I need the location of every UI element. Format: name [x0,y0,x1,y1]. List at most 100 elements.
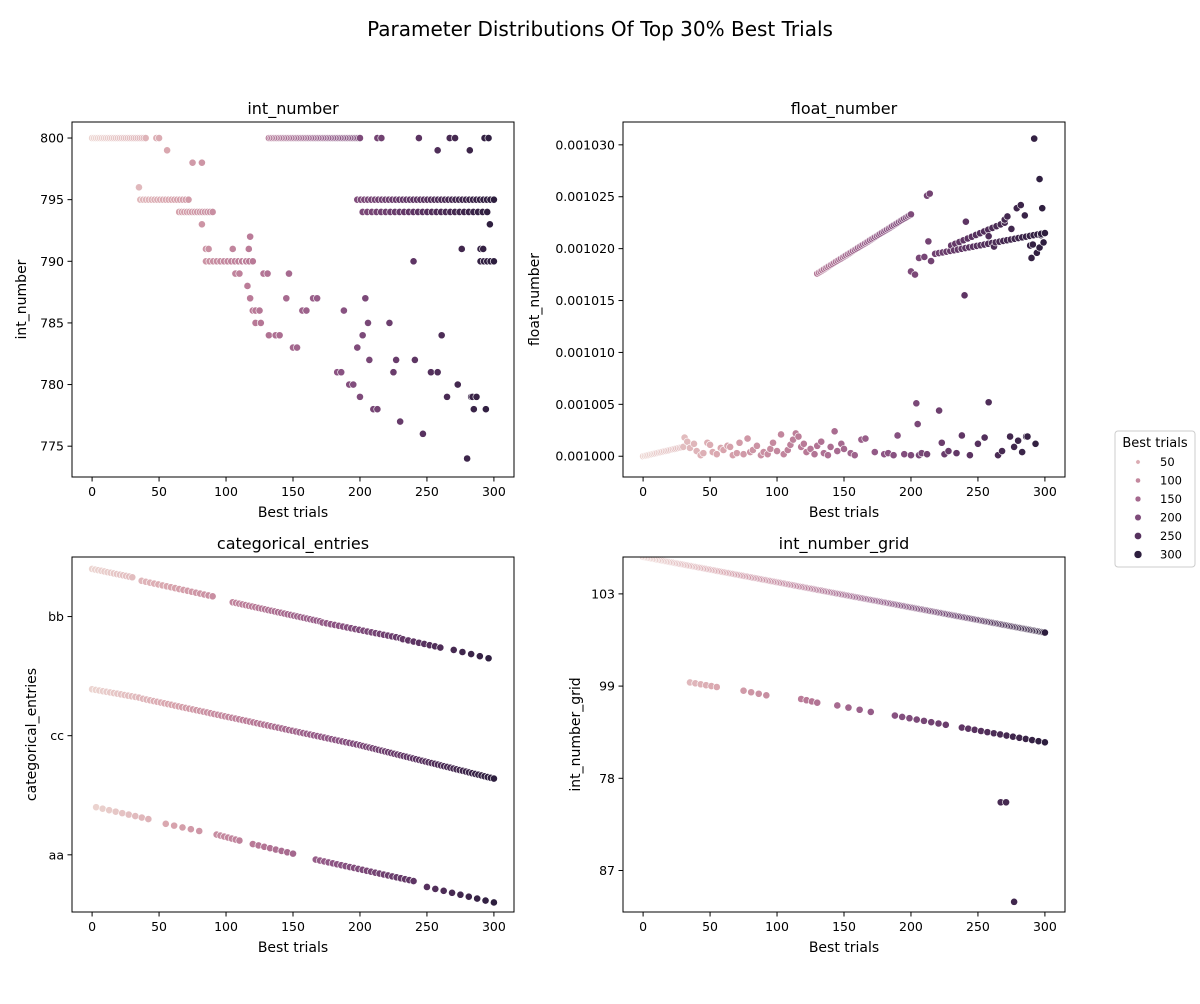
scatter-point [235,836,244,845]
scatter-point [911,270,919,279]
scatter-point [475,652,484,661]
scatter-point [448,888,456,897]
x-tick-label: 200 [899,484,923,499]
scatter-point [927,257,935,265]
scatter-point [302,306,311,315]
scatter-point [188,158,197,167]
scatter-point [472,392,481,401]
scatter-point [246,294,255,303]
scatter-point [920,253,929,261]
scatter-point [118,809,127,818]
scatter-point [264,331,273,340]
scatter-point [1039,238,1048,247]
scatter-point [208,208,217,216]
scatter-point [690,439,698,448]
scatter-point [891,711,899,720]
scatter-point [255,306,264,315]
scatter-point [356,134,364,142]
scatter-point [453,380,462,389]
scatter-point [980,433,989,442]
scatter-point [833,447,842,455]
categorical_entries-xlabel: Best trials [258,940,328,956]
scatter-point [458,648,467,656]
scatter-point [1028,240,1037,249]
scatter-point [970,725,979,734]
float_number-xlabel: Best trials [809,505,879,521]
scatter-point [353,343,362,352]
scatter-point [998,447,1006,455]
scatter-point [409,257,418,266]
scatter-point [735,438,744,447]
scatter-point [1031,439,1040,448]
x-tick-label: 250 [966,919,990,934]
x-tick-label: 100 [214,919,238,934]
scatter-point [726,442,735,451]
legend: Best trials 50 100 150 200 250 300 [1114,430,1196,568]
scatter-point [141,134,150,142]
scatter-point [762,691,771,700]
legend-marker [1133,550,1143,559]
scatter-point [889,451,898,460]
scatter-point [473,894,482,903]
scatter-point [248,257,257,266]
scatter-point [777,430,785,439]
scatter-point [957,431,966,440]
x-tick-label: 0 [639,484,647,499]
scatter-point [937,438,946,447]
scatter-point [208,592,217,601]
scatter-point [244,245,253,253]
scatter-point [941,720,950,729]
scatter-point [806,445,815,453]
legend-label: 50 [1160,455,1175,469]
scatter-point [1014,436,1023,445]
scatter-point [135,183,143,192]
scatter-point [263,269,272,278]
y-tick-label: 780 [40,377,64,392]
scatter-point [912,399,921,408]
x-tick-label: 100 [214,484,238,499]
x-tick-label: 300 [1033,484,1057,499]
float_number-points [639,134,1049,461]
scatter-point [743,434,752,443]
scatter-point [923,450,931,459]
scatter-point [124,810,133,819]
int_number_grid-title: int_number_grid [779,534,910,554]
legend-label: 150 [1160,492,1182,506]
scatter-point [198,220,206,229]
scatter-point [769,438,777,447]
scatter-point [907,451,915,460]
scatter-point [898,713,907,721]
y-tick-label: cc [50,728,64,743]
scatter-point [844,703,853,712]
scatter-point [739,450,748,459]
int_number-title: int_number [247,99,339,119]
scatter-point [699,449,708,458]
scatter-point [439,886,448,895]
scatter-point [361,294,370,303]
categorical_entries-ylabel: categorical_entries [24,668,40,801]
scatter-point [282,294,291,303]
scatter-point [414,134,423,142]
scatter-point [1041,738,1049,747]
scatter-point [481,405,490,414]
scatter-point [451,134,459,142]
scatter-point [469,405,478,414]
scatter-point [228,245,237,253]
scatter-point [974,439,982,448]
legend-marker [1134,514,1142,521]
scatter-point [927,718,936,727]
scatter-point [855,705,864,714]
x-tick-label: 300 [1033,919,1057,934]
scatter-point [431,885,440,893]
scatter-point [385,319,394,327]
x-tick-label: 150 [832,919,856,934]
scatter-point [957,723,966,732]
subplot-int_number_grid: 0 50 100 150 200 250 300 87 78 99 103 int_number_gr… [568,534,1066,956]
scatter-point [337,368,346,377]
scatter-point [1002,731,1011,740]
scatter-point [826,442,835,451]
y-tick-label: 790 [40,254,64,269]
scatter-point [484,134,493,142]
int_number-xlabel: Best trials [258,505,328,521]
